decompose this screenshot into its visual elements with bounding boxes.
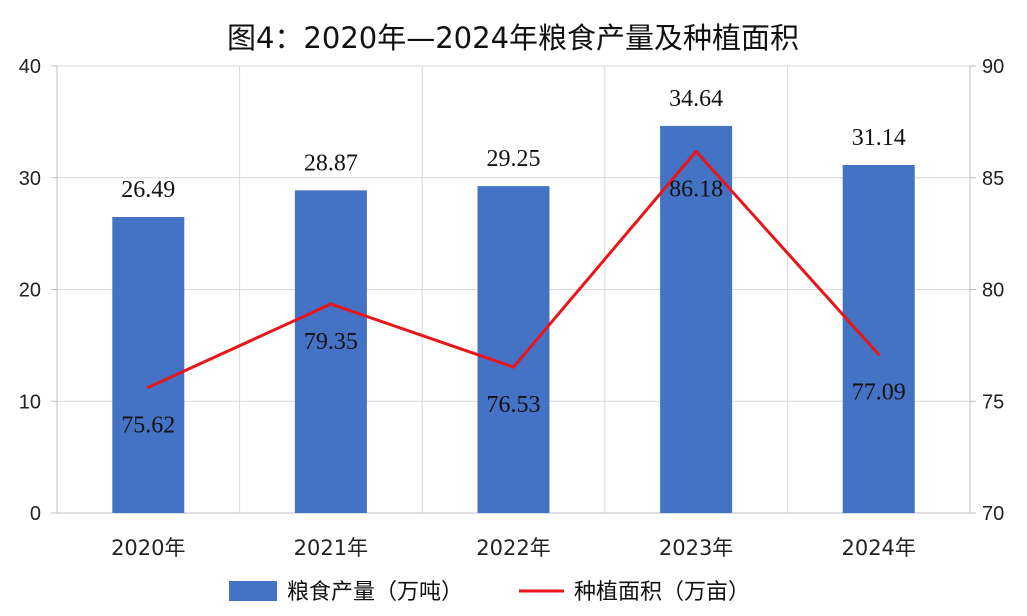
line-point [877, 353, 881, 357]
y-right-tick-label: 70 [982, 503, 1004, 525]
bar [660, 125, 733, 513]
y-right-tick-label: 85 [982, 168, 1004, 190]
y-left-tick-label: 0 [30, 503, 41, 525]
axes: 0 10 20 30 40 70 75 80 85 90 2020年 2021年 2022年 2023年 2… [19, 56, 1005, 560]
bar [477, 186, 550, 513]
line-point [694, 149, 698, 153]
line-value-label: 86.18 [669, 176, 723, 202]
bar [842, 165, 915, 513]
x-tick-label: 2023年 [659, 536, 733, 560]
line-value-label: 79.35 [304, 329, 358, 355]
bar [294, 190, 367, 513]
legend: 粮食产量（万吨） 种植面积（万亩） [229, 580, 750, 605]
chart-title: 图4：2020年—2024年粮食产量及种植面积 [227, 21, 799, 55]
line-value-label: 75.62 [121, 412, 175, 438]
y-left-tick-label: 10 [19, 391, 41, 413]
bar [112, 216, 185, 513]
bar-value-label: 28.87 [304, 150, 358, 176]
y-right-tick-label: 80 [982, 280, 1004, 302]
legend-label-yield: 粮食产量（万吨） [287, 580, 463, 605]
x-tick-label: 2024年 [841, 536, 915, 560]
x-tick-label: 2022年 [476, 536, 550, 560]
line-point [146, 385, 150, 389]
x-tick-label: 2021年 [294, 536, 368, 560]
y-left-tick-label: 30 [19, 168, 41, 190]
line-point [329, 302, 333, 306]
line-series [146, 149, 881, 389]
data-labels: 26.49 28.87 29.25 34.64 31.14 75.62 79.35 76.53… [121, 86, 905, 438]
y-left-tick-label: 40 [19, 56, 41, 78]
line-value-label: 77.09 [852, 380, 906, 406]
bar-value-label: 26.49 [121, 177, 175, 203]
bar-series [112, 125, 915, 513]
legend-swatch-yield [229, 581, 277, 601]
y-left-tick-label: 20 [19, 280, 41, 302]
bar-value-label: 31.14 [852, 125, 906, 151]
y-right-tick-label: 75 [982, 391, 1004, 413]
legend-label-area: 种植面积（万亩） [574, 580, 750, 605]
x-tick-label: 2020年 [111, 536, 185, 560]
y-right-tick-label: 90 [982, 56, 1004, 78]
line-point [512, 365, 515, 369]
line-value-label: 76.53 [487, 392, 541, 418]
bar-value-label: 34.64 [669, 86, 723, 112]
bar-value-label: 29.25 [487, 146, 541, 172]
